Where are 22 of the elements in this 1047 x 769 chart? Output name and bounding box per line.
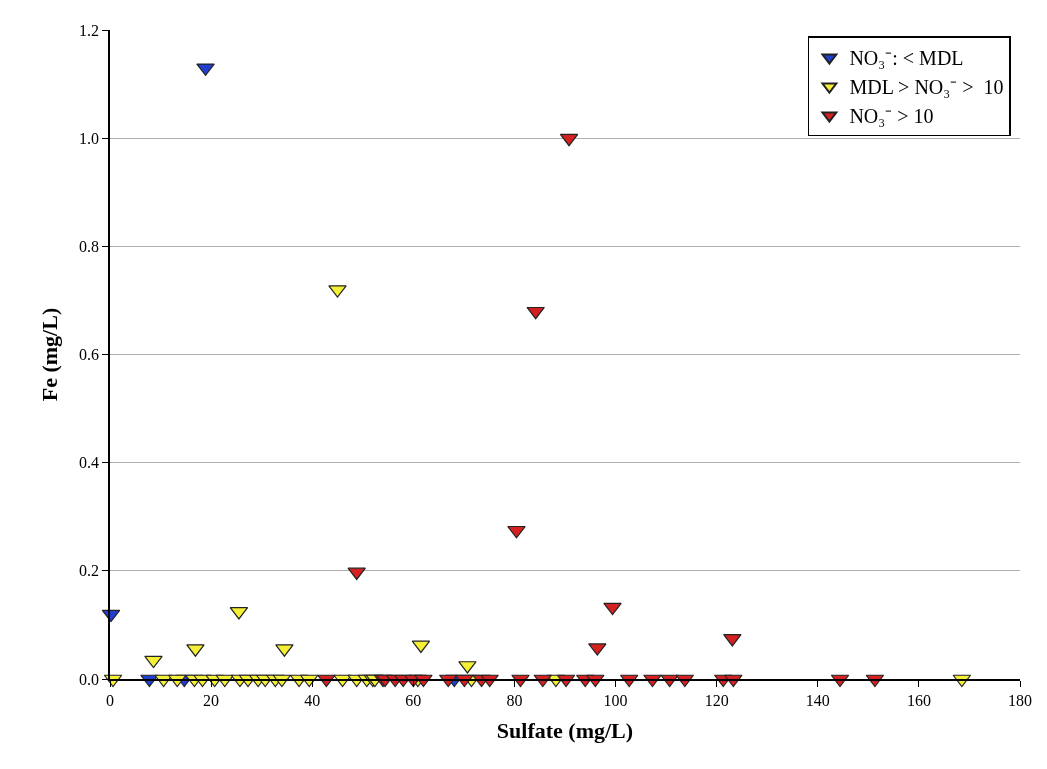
x-tick-label: 120: [704, 691, 729, 709]
y-tick-label: 0.6: [79, 346, 100, 364]
legend-label: NO₃⁻ > 10: [849, 105, 934, 128]
legend-label: NO₃⁻: < MDL: [849, 47, 964, 70]
x-tick-label: 60: [405, 691, 422, 709]
x-tick-label: 40: [304, 691, 321, 709]
x-tick-label: 160: [906, 691, 931, 709]
legend-label: MDL > NO₃⁻ > 10: [849, 76, 1004, 99]
x-tick-label: 140: [805, 691, 830, 709]
x-tick-label: 20: [203, 691, 220, 709]
y-tick-label: 1.2: [79, 21, 100, 39]
y-tick-label: 0.8: [79, 237, 100, 255]
x-axis-title: Sulfate (mg/L): [496, 718, 634, 744]
y-tick-label: 0.0: [79, 670, 100, 688]
x-tick-label: 180: [1008, 691, 1032, 709]
y-tick-label: 0.2: [79, 562, 100, 580]
x-tick-label: 0: [106, 691, 114, 709]
y-tick-label: 1.0: [79, 129, 100, 147]
y-tick-label: 0.4: [79, 454, 100, 472]
x-tick-label: 80: [506, 691, 523, 709]
y-axis-title: Fe (mg/L): [37, 307, 63, 402]
x-tick-label: 100: [603, 691, 628, 709]
